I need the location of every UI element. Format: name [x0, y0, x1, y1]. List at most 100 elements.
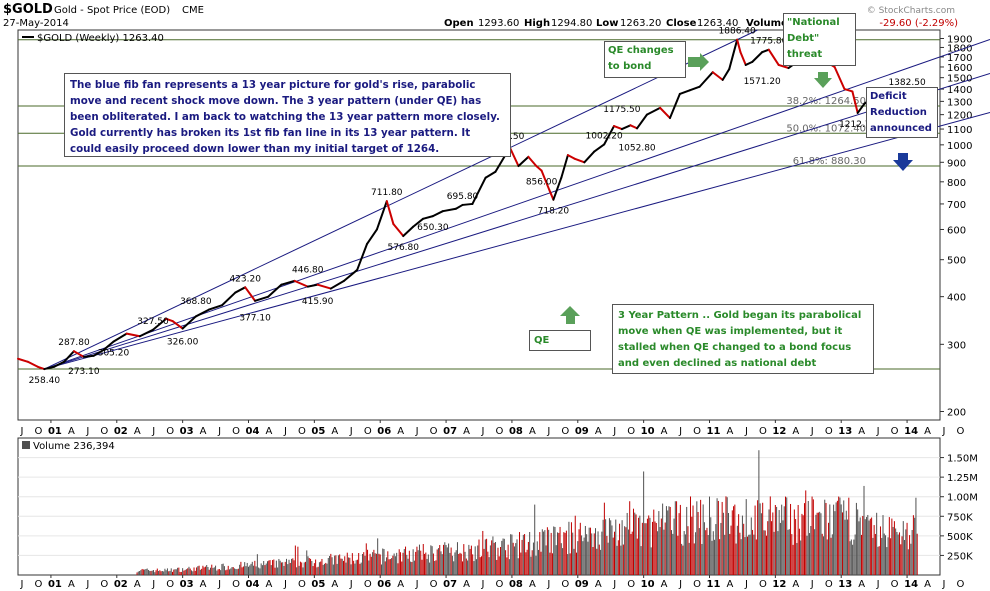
volume-bar — [626, 512, 628, 575]
volume-bar — [367, 549, 369, 575]
volume-bar — [351, 553, 353, 575]
volume-bar — [307, 556, 309, 575]
volume-bar — [589, 527, 591, 575]
price-segment — [138, 328, 155, 338]
volume-bar — [573, 548, 575, 575]
volume-bar — [897, 534, 899, 575]
volume-bar — [201, 568, 203, 575]
three-year-note-text: 3 Year Pattern .. Gold began its parabol… — [618, 310, 862, 369]
x-tick-label: A — [200, 579, 207, 590]
volume-bar — [443, 544, 445, 575]
volume-bar — [350, 564, 352, 575]
volume-bar — [454, 552, 456, 575]
volume-bar — [230, 568, 232, 575]
volume-bar — [361, 553, 363, 575]
volume-bar — [198, 565, 200, 575]
volume-bar — [878, 546, 880, 575]
volume-bar — [153, 570, 155, 575]
price-segment — [293, 279, 309, 288]
volume-bar — [655, 522, 657, 575]
volume-bar — [369, 553, 371, 575]
volume-bar — [519, 532, 521, 575]
volume-bar — [526, 549, 528, 575]
volume-bar — [215, 565, 217, 575]
x-tick-label: 09 — [575, 579, 589, 590]
x-tick-label: O — [166, 426, 174, 437]
volume-bar — [783, 506, 785, 575]
volume-bar — [902, 521, 904, 575]
volume-bar — [798, 528, 800, 575]
volume-bar — [619, 523, 621, 575]
price-segment — [366, 228, 378, 245]
volume-bar — [163, 571, 165, 575]
volume-bar — [672, 533, 674, 575]
price-legend: $GOLD (Weekly) 1263.40 — [37, 33, 164, 44]
volume-bar — [768, 509, 770, 575]
price-annotation-label: 1052.80 — [618, 143, 655, 153]
volume-bar — [342, 560, 344, 575]
volume-bar — [564, 532, 566, 575]
volume-bar — [213, 567, 215, 575]
x-tick-label: A — [134, 579, 141, 590]
price-segment — [356, 242, 369, 271]
volume-bar — [335, 555, 337, 575]
volume-bar — [859, 517, 861, 575]
volume-bar — [734, 504, 736, 575]
fan-line — [44, 29, 758, 370]
volume-bar — [415, 551, 417, 575]
volume-bar — [374, 553, 376, 575]
volume-bar — [765, 535, 767, 575]
volume-bar — [491, 540, 493, 575]
volume-bar — [141, 568, 143, 575]
price-segment — [36, 365, 46, 371]
volume-bar — [517, 558, 519, 575]
volume-bar — [809, 533, 811, 575]
x-tick-label: A — [924, 579, 931, 590]
volume-bar — [469, 548, 471, 575]
price-segment — [165, 317, 174, 323]
x-tick-label: J — [942, 426, 946, 437]
volume-bar — [327, 557, 329, 575]
price-segment — [17, 357, 29, 363]
price-annotation-label: 305.20 — [98, 348, 130, 358]
volume-x-axis: J O 01 A J O 02 A J O 03 A J O 04 A J O 05 A J O 06 A J O 07 A J O 08 A… — [20, 575, 965, 590]
volume-bar — [757, 500, 759, 575]
volume-bar — [234, 568, 236, 575]
volume-bar — [532, 542, 534, 575]
volume-bar — [285, 558, 287, 575]
price-segment — [573, 157, 586, 164]
price-segment — [267, 283, 283, 298]
volume-bar — [459, 552, 461, 575]
volume-bar — [363, 552, 365, 575]
volume-bar — [790, 503, 792, 575]
volume-bar — [441, 554, 443, 575]
volume-bar — [272, 560, 274, 575]
price-annotation-label: 1775.80 — [750, 37, 787, 47]
volume-bar — [274, 567, 276, 575]
volume-bar — [303, 562, 305, 575]
volume-bar — [725, 496, 727, 575]
volume-bar — [227, 565, 229, 575]
volume-bar — [778, 510, 780, 575]
price-annotation-label: 650.30 — [417, 223, 449, 233]
volume-bar — [422, 544, 424, 575]
x-tick-label: J — [810, 579, 814, 590]
volume-bar — [326, 563, 328, 575]
volume-bar — [610, 520, 612, 575]
volume-bar — [910, 543, 912, 575]
x-tick-label: J — [20, 426, 24, 437]
volume-bar — [516, 539, 518, 575]
volume-bar — [540, 551, 542, 575]
volume-bar — [625, 527, 627, 575]
volume-bar — [602, 519, 604, 575]
volume-bar — [584, 525, 586, 575]
volume-bar — [432, 553, 434, 575]
volume-bar — [603, 502, 605, 575]
x-tick-label: J — [283, 426, 287, 437]
x-tick-label: 11 — [707, 426, 721, 437]
chart-date: 27-May-2014 — [3, 18, 69, 29]
volume-bar — [510, 534, 512, 575]
price-segment — [72, 350, 85, 358]
volume-bar — [735, 543, 737, 575]
volume-bar — [595, 528, 597, 575]
